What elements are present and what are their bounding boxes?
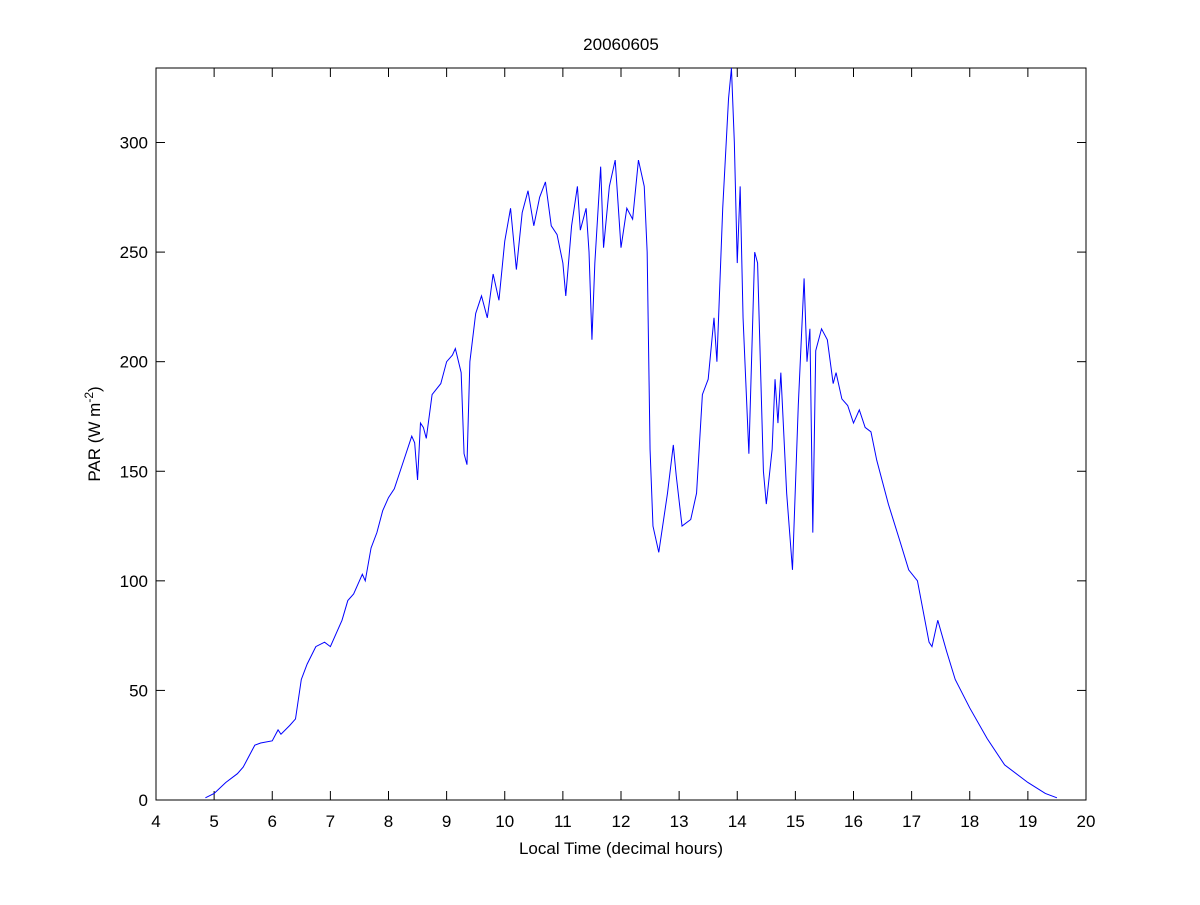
y-tick-label: 50: [129, 681, 148, 700]
y-axis-label-suffix: ): [85, 386, 104, 392]
x-tick-label: 13: [670, 812, 689, 831]
y-tick-label: 100: [120, 572, 148, 591]
y-tick-label: 200: [120, 353, 148, 372]
x-tick-label: 16: [844, 812, 863, 831]
chart-title: 20060605: [583, 35, 659, 54]
x-tick-label: 4: [151, 812, 160, 831]
x-tick-label: 11: [554, 812, 572, 831]
x-tick-label: 18: [960, 812, 979, 831]
x-tick-label: 7: [326, 812, 335, 831]
y-axis-label-text: PAR (W m: [85, 403, 104, 482]
x-tick-label: 5: [209, 812, 218, 831]
x-tick-label: 20: [1077, 812, 1096, 831]
y-tick-label: 250: [120, 243, 148, 262]
y-tick-label: 300: [120, 134, 148, 153]
x-tick-label: 10: [495, 812, 514, 831]
x-tick-label: 19: [1018, 812, 1037, 831]
data-line: [205, 67, 1058, 799]
y-axis-label-sup: -2: [82, 392, 96, 403]
y-tick-label: 150: [120, 462, 148, 481]
y-axis-label: PAR (W m-2): [82, 386, 104, 481]
x-tick-label: 15: [786, 812, 805, 831]
y-tick-label: 0: [139, 791, 148, 810]
x-tick-label: 9: [442, 812, 451, 831]
x-tick-label: 12: [612, 812, 631, 831]
x-axis-label: Local Time (decimal hours): [519, 839, 723, 858]
x-tick-label: 6: [268, 812, 277, 831]
x-tick-label: 8: [384, 812, 393, 831]
x-tick-label: 17: [902, 812, 921, 831]
x-tick-label: 14: [728, 812, 747, 831]
